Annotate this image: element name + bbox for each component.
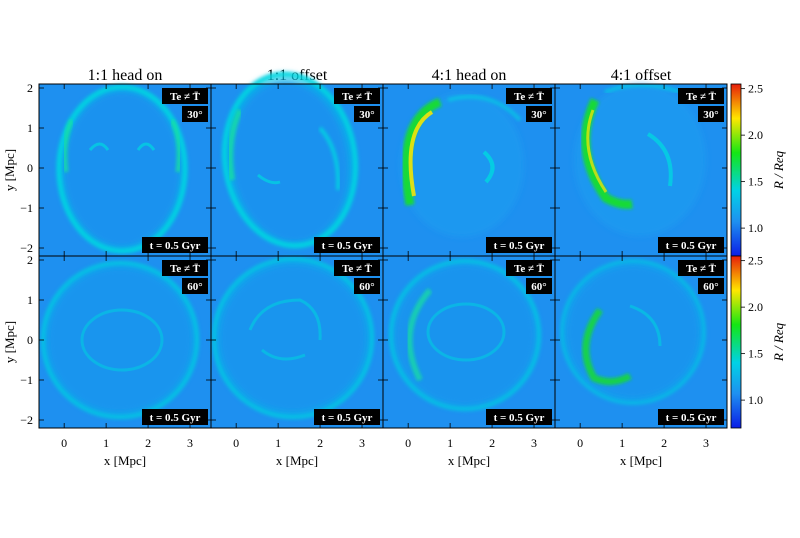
column-titles: 1:1 head on 1:1 offset 4:1 head on 4:1 o… xyxy=(88,67,672,84)
x-tick-label: 1 xyxy=(103,436,109,450)
y-tick-label: 1 xyxy=(27,121,33,135)
x-tick-label: 1 xyxy=(275,436,281,450)
colorbar-tick-label: 2.0 xyxy=(748,128,763,142)
x-axis-label: x [Mpc] xyxy=(448,453,490,468)
colorbar-tick-label: 2.5 xyxy=(748,254,763,268)
te-label: Te ≠ T̄ xyxy=(514,263,545,275)
x-axis-label: x [Mpc] xyxy=(276,453,318,468)
x-tick-label: 0 xyxy=(405,436,411,450)
time-label: t = 0.5 Gyr xyxy=(150,240,201,252)
time-label: t = 0.5 Gyr xyxy=(322,240,373,252)
te-label: Te ≠ T̄ xyxy=(686,263,717,275)
angle-label: 60° xyxy=(187,281,202,293)
te-label: Te ≠ T̄ xyxy=(342,91,373,103)
x-tick-label: 1 xyxy=(447,436,453,450)
colorbar-tick-label: 1.0 xyxy=(748,393,763,407)
x-tick-label: 3 xyxy=(359,436,365,450)
panel-r1-c1 xyxy=(39,84,211,256)
y-tick-label: −2 xyxy=(20,413,33,427)
time-label: t = 0.5 Gyr xyxy=(322,412,373,424)
angle-label: 30° xyxy=(531,109,546,121)
x-tick-label: 0 xyxy=(233,436,239,450)
colorbar-tick-label: 2.0 xyxy=(748,300,763,314)
time-label: t = 0.5 Gyr xyxy=(666,240,717,252)
te-label: Te ≠ T̄ xyxy=(686,91,717,103)
panel-borders xyxy=(38,83,728,429)
x-tick-label: 2 xyxy=(317,436,323,450)
angle-label: 60° xyxy=(359,281,374,293)
y-tick-label: −2 xyxy=(20,241,33,255)
x-tick-label: 2 xyxy=(661,436,667,450)
panel-r2-c3 xyxy=(383,256,555,428)
y-tick-label: 2 xyxy=(27,253,33,267)
x-tick-label: 0 xyxy=(577,436,583,450)
x-axis-label: x [Mpc] xyxy=(104,453,146,468)
time-label: t = 0.5 Gyr xyxy=(494,240,545,252)
x-axis-label: x [Mpc] xyxy=(620,453,662,468)
angle-label: 30° xyxy=(187,109,202,121)
panel-r2-c2 xyxy=(211,256,383,428)
time-label: t = 0.5 Gyr xyxy=(150,412,201,424)
colorbar-tick-label: 1.5 xyxy=(748,175,763,189)
panel-r2-c1 xyxy=(39,256,211,428)
x-tick-label: 3 xyxy=(703,436,709,450)
y-tick-label: 0 xyxy=(27,161,33,175)
colorbar-label: R / Req xyxy=(771,322,786,362)
y-tick-label: 2 xyxy=(27,81,33,95)
te-label: Te ≠ T̄ xyxy=(170,91,201,103)
y-tick-label: −1 xyxy=(20,373,33,387)
colorbar-tick-label: 2.5 xyxy=(748,82,763,96)
y-tick-label: 0 xyxy=(27,333,33,347)
te-label: Te ≠ T̄ xyxy=(342,263,373,275)
x-tick-label: 1 xyxy=(619,436,625,450)
y-axis-label: y [Mpc] xyxy=(2,149,17,191)
te-label: Te ≠ T̄ xyxy=(170,263,201,275)
te-label: Te ≠ T̄ xyxy=(514,91,545,103)
colorbar-tick-label: 1.0 xyxy=(748,221,763,235)
y-tick-label: −1 xyxy=(20,201,33,215)
angle-label: 60° xyxy=(531,281,546,293)
axis-ticks: 0 1 2 3 0 1 2 3 0 1 2 3 0 1 2 3210−1−2210−1−21.01.52.02… xyxy=(20,81,763,450)
colorbar-tick-label: 1.5 xyxy=(748,347,763,361)
column-title: 4:1 head on xyxy=(432,67,507,84)
y-tick-label: 1 xyxy=(27,293,33,307)
time-label: t = 0.5 Gyr xyxy=(666,412,717,424)
x-tick-label: 3 xyxy=(531,436,537,450)
angle-label: 30° xyxy=(703,109,718,121)
y-axis-label: y [Mpc] xyxy=(2,321,17,363)
colorbar-bottom xyxy=(730,255,742,429)
x-tick-label: 2 xyxy=(489,436,495,450)
column-title: 1:1 head on xyxy=(88,67,163,84)
column-title: 4:1 offset xyxy=(611,67,672,84)
panel-labels: Te ≠ T̄ 30° t = 0.5 Gyr Te ≠ T̄ 30° t = … xyxy=(142,88,724,425)
angle-label: 30° xyxy=(359,109,374,121)
colorbar-top xyxy=(730,83,742,257)
angle-label: 60° xyxy=(703,281,718,293)
x-tick-label: 0 xyxy=(61,436,67,450)
colorbar-label: R / Req xyxy=(771,150,786,190)
x-tick-label: 3 xyxy=(187,436,193,450)
time-label: t = 0.5 Gyr xyxy=(494,412,545,424)
x-tick-label: 2 xyxy=(145,436,151,450)
